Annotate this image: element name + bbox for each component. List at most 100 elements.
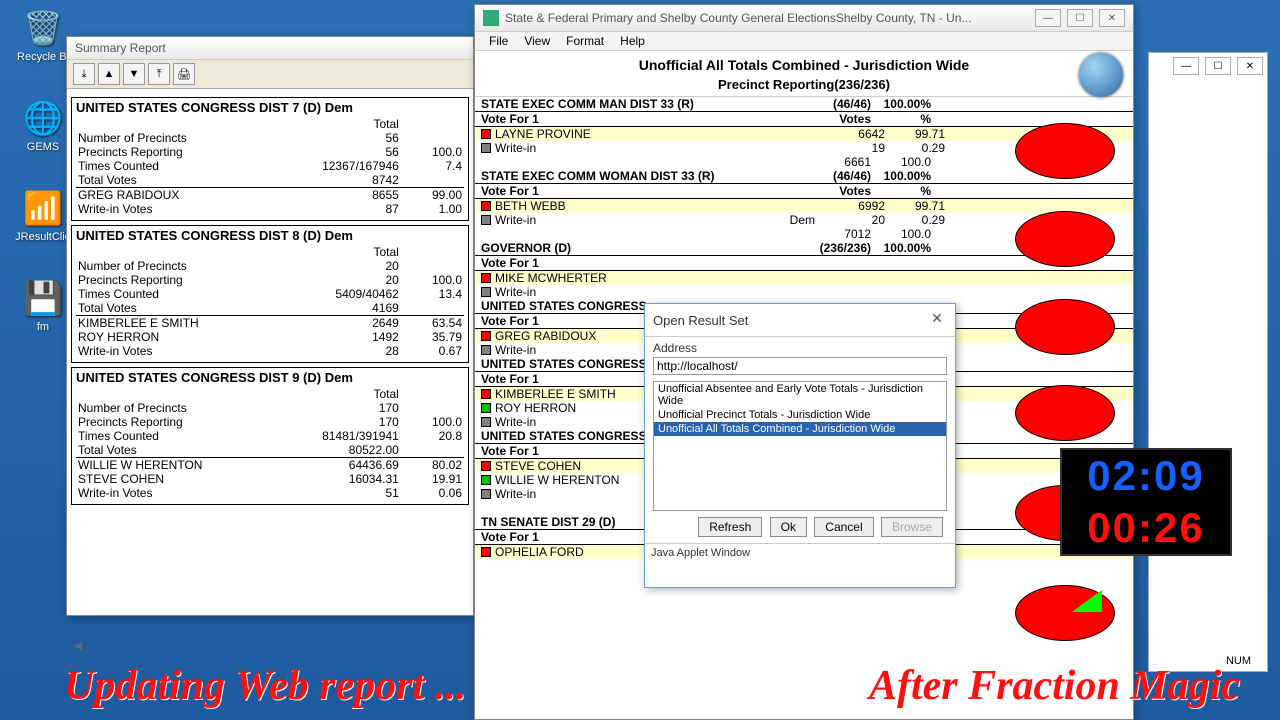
color-box-icon: [481, 331, 491, 341]
menu-help[interactable]: Help: [612, 32, 653, 50]
row-label: Number of Precincts: [76, 401, 302, 415]
color-box-icon: [481, 201, 491, 211]
row-label: ROY HERRON: [76, 330, 302, 344]
summary-titlebar[interactable]: Summary Report: [67, 37, 473, 60]
race-title: UNITED STATES CONGRESS DIST 7 (D) Dem: [76, 100, 464, 115]
color-box-icon: [481, 461, 491, 471]
row-label: Total Votes: [76, 301, 302, 316]
row-value: 2649: [302, 316, 401, 331]
desktop-glyph-icon: 💾: [23, 278, 63, 318]
candidate-pct: 0.29: [885, 213, 945, 227]
row-value: 56: [302, 145, 401, 159]
results-header: Unofficial All Totals Combined - Jurisdi…: [475, 51, 1133, 97]
section-header: STATE EXEC COMM MAN DIST 33 (R)(46/46)10…: [475, 97, 1133, 112]
dialog-titlebar[interactable]: Open Result Set ✕: [645, 304, 955, 337]
color-box-icon: [481, 273, 491, 283]
pie-chart: [1015, 385, 1115, 441]
pie-wedge: [1072, 590, 1102, 612]
row-value: 1492: [302, 330, 401, 344]
row-pct: 1.00: [401, 202, 464, 216]
row-value: 170: [302, 401, 401, 415]
menu-view[interactable]: View: [516, 32, 558, 50]
toolbar-first-icon[interactable]: ⤓: [73, 63, 95, 85]
row-pct: 100.0: [401, 415, 464, 429]
row-value: 4169: [302, 301, 401, 316]
timer-overlay: 02:09 00:26: [1060, 448, 1232, 556]
result-set-list[interactable]: Unofficial Absentee and Early Vote Total…: [653, 381, 947, 511]
menu-file[interactable]: File: [481, 32, 516, 50]
row-pct: [401, 259, 464, 273]
bg-close[interactable]: ✕: [1237, 57, 1263, 75]
caption-right: After Fraction Magic: [869, 662, 1240, 710]
row-value: 8742: [302, 173, 401, 188]
race-block: UNITED STATES CONGRESS DIST 7 (D) DemTot…: [71, 97, 469, 221]
summary-title: Summary Report: [75, 41, 166, 55]
background-window: — ☐ ✕ NUM: [1148, 52, 1268, 672]
summary-toolbar: ⤓ ▲ ▼ ⤒ 🖨: [67, 60, 473, 89]
row-label: Times Counted: [76, 159, 302, 173]
refresh-button[interactable]: Refresh: [698, 517, 762, 537]
color-box-icon: [481, 129, 491, 139]
color-box-icon: [481, 489, 491, 499]
ok-button[interactable]: Ok: [770, 517, 807, 537]
row-value: 20: [302, 259, 401, 273]
candidate-name: BETH WEBB: [495, 199, 775, 213]
close-button[interactable]: ✕: [1099, 9, 1125, 27]
toolbar-up-icon[interactable]: ▲: [98, 63, 120, 85]
candidate-name: Write-in: [495, 141, 775, 155]
maximize-button[interactable]: ☐: [1067, 9, 1093, 27]
row-pct: 19.91: [401, 472, 464, 486]
result-set-item[interactable]: Unofficial Absentee and Early Vote Total…: [654, 382, 946, 408]
toolbar-print-icon[interactable]: 🖨: [173, 63, 195, 85]
row-pct: 20.8: [401, 429, 464, 443]
results-header-main: Unofficial All Totals Combined - Jurisdi…: [475, 57, 1133, 73]
color-box-icon: [481, 475, 491, 485]
toolbar-down-icon[interactable]: ▼: [123, 63, 145, 85]
row-value: 170: [302, 415, 401, 429]
result-set-item[interactable]: Unofficial All Totals Combined - Jurisdi…: [654, 422, 946, 436]
race-block: UNITED STATES CONGRESS DIST 9 (D) DemTot…: [71, 367, 469, 505]
results-titlebar[interactable]: State & Federal Primary and Shelby Count…: [475, 5, 1133, 32]
race-title: UNITED STATES CONGRESS DIST 8 (D) Dem: [76, 228, 464, 243]
candidate-name: MIKE MCWHERTER: [495, 271, 775, 285]
row-label: WILLIE W HERENTON: [76, 458, 302, 473]
color-box-icon: [481, 389, 491, 399]
minimize-button[interactable]: —: [1035, 9, 1061, 27]
caption-left: Updating Web report ...: [64, 662, 466, 710]
candidate-votes: 6992: [815, 199, 885, 213]
toolbar-last-icon[interactable]: ⤒: [148, 63, 170, 85]
bg-maximize[interactable]: ☐: [1205, 57, 1231, 75]
row-value: 20: [302, 273, 401, 287]
menu-format[interactable]: Format: [558, 32, 612, 50]
pie-chart: [1015, 123, 1115, 179]
row-label: Times Counted: [76, 287, 302, 301]
cancel-button[interactable]: Cancel: [814, 517, 873, 537]
result-set-item[interactable]: Unofficial Precinct Totals - Jurisdictio…: [654, 408, 946, 422]
timer-countdown: 00:26: [1062, 502, 1230, 554]
candidate-row[interactable]: MIKE MCWHERTER: [475, 271, 1133, 285]
candidate-row[interactable]: Write-in: [475, 285, 1133, 299]
row-value: 8655: [302, 188, 401, 203]
row-pct: 99.00: [401, 188, 464, 203]
results-header-sub: Precinct Reporting(236/236): [475, 77, 1133, 92]
candidate-pct: 99.71: [885, 127, 945, 141]
address-label: Address: [653, 341, 947, 355]
address-input[interactable]: [653, 357, 947, 375]
color-box-icon: [481, 287, 491, 297]
candidate-party: Dem: [775, 213, 815, 227]
row-pct: 100.0: [401, 145, 464, 159]
row-label: Number of Precincts: [76, 131, 302, 145]
browse-button[interactable]: Browse: [881, 517, 943, 537]
row-pct: [401, 401, 464, 415]
candidate-pct: 99.71: [885, 199, 945, 213]
row-value: 81481/391941: [302, 429, 401, 443]
dialog-close-icon[interactable]: ✕: [927, 310, 947, 330]
color-box-icon: [481, 143, 491, 153]
desktop-glyph-icon: 🗑️: [23, 8, 63, 48]
row-label: Times Counted: [76, 429, 302, 443]
color-box-icon: [481, 345, 491, 355]
row-value: 12367/167946: [302, 159, 401, 173]
row-pct: [401, 173, 464, 188]
row-label: STEVE COHEN: [76, 472, 302, 486]
bg-minimize[interactable]: —: [1173, 57, 1199, 75]
